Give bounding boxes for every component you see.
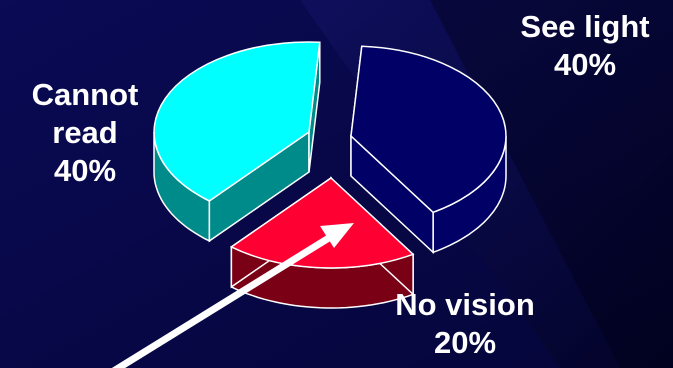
pie-slice-cannot-read xyxy=(153,41,321,243)
annotation-arrow xyxy=(111,223,354,368)
pie-slice-see-light xyxy=(350,45,507,255)
label-see-light: See light 40% xyxy=(520,9,650,82)
slice-top xyxy=(229,177,415,269)
arrow-shaft xyxy=(111,233,334,368)
pie-slice-no-vision xyxy=(229,176,415,309)
label-no-vision: No vision 20% xyxy=(395,287,535,360)
label-cannot-read: Cannot read 40% xyxy=(31,77,139,188)
slice-top xyxy=(350,45,507,214)
slice-top xyxy=(153,41,321,202)
arrow-head xyxy=(320,223,354,248)
